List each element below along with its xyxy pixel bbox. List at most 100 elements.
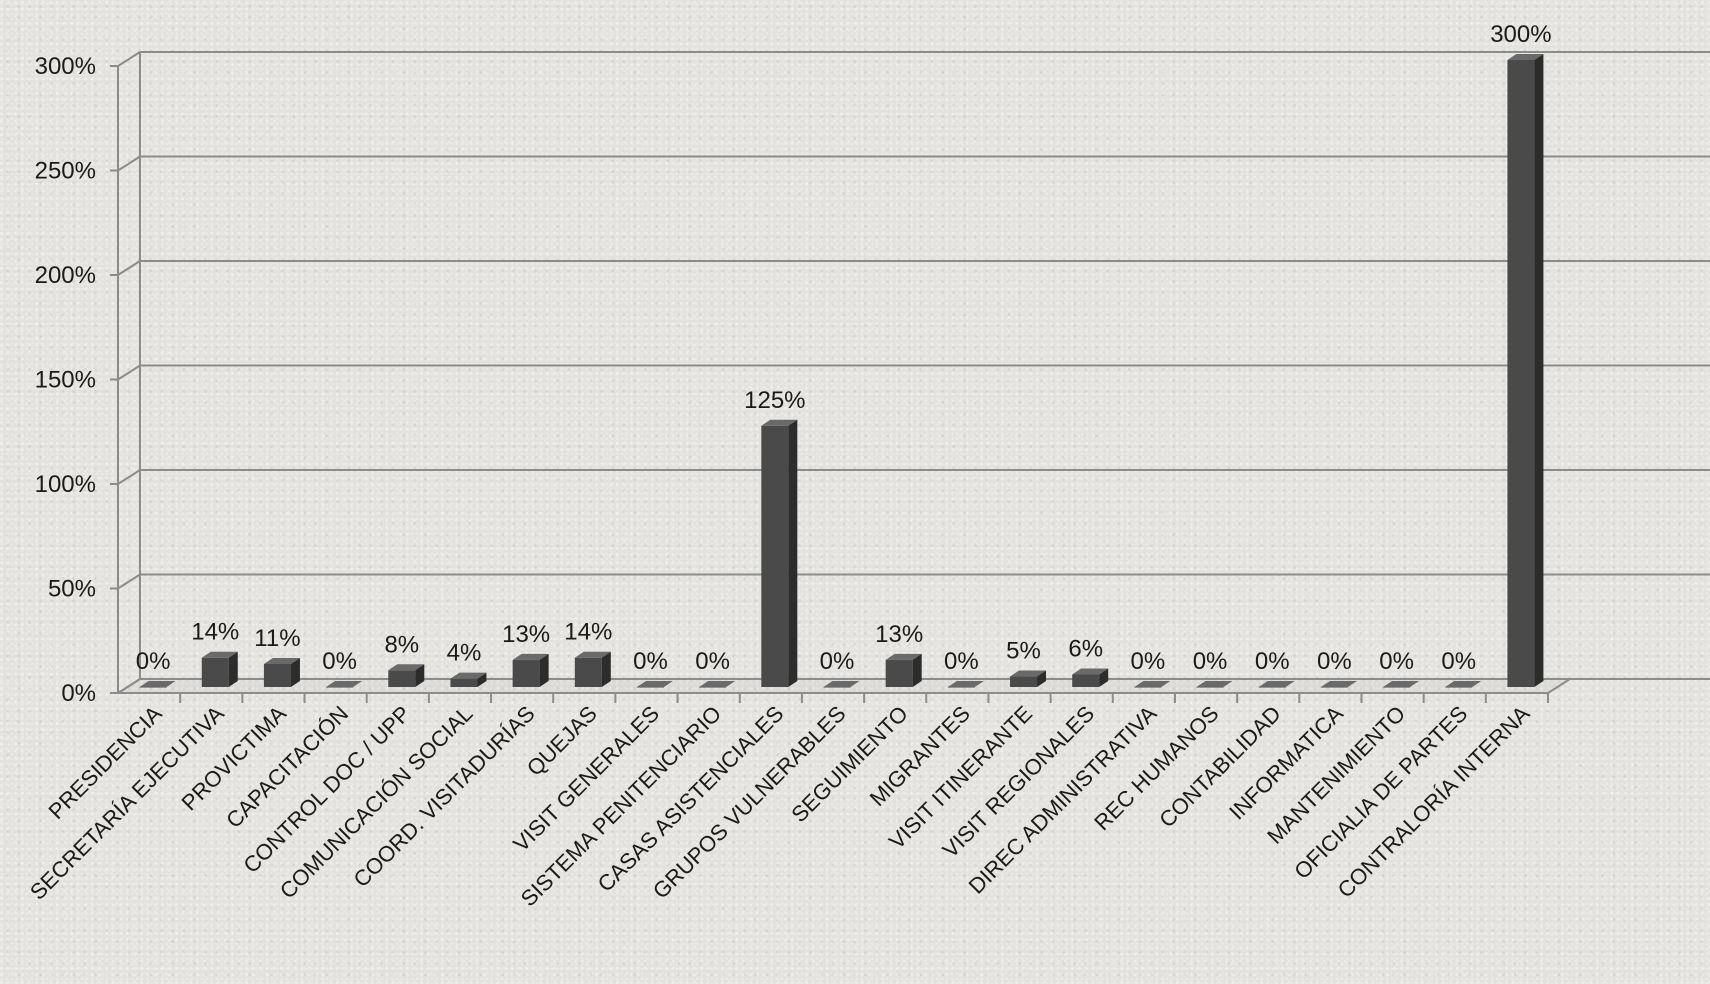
data-label: 0% [1317,648,1352,675]
bar [388,664,425,687]
bar-front [947,687,975,688]
bar [139,681,176,688]
bar-front [1134,687,1162,688]
bar [1445,681,1482,688]
data-label: 8% [384,631,419,658]
bar-side [290,658,300,687]
data-label: 125% [744,387,805,414]
bar-front [450,678,478,687]
bar-top [139,681,176,687]
bar [574,651,611,687]
bar [885,653,922,687]
bar-front [1072,674,1100,687]
bar [512,653,549,687]
bar-top [1445,681,1482,687]
bar-top [761,419,798,426]
axes [110,52,1574,703]
bar-front [1320,687,1348,688]
bar-top [947,681,984,687]
bar [636,681,673,688]
bar [699,681,736,688]
y-tick-labels: 0% 50% 100% 150% 200% 250% 300% [35,53,96,707]
bar-top [201,651,238,658]
bar-front [263,664,291,687]
data-label: 0% [1131,648,1166,675]
y-tick-label: 50% [48,576,96,603]
bar-top [1134,681,1171,687]
bar-side [477,672,487,687]
gridlines [117,51,1710,694]
y-tick-label: 100% [35,471,96,498]
bar [761,419,798,687]
bar-side [1534,54,1544,687]
bar-front [885,659,913,687]
y-tick-label: 300% [35,53,96,80]
y-tick-label: 0% [61,680,96,707]
gridline-side [117,51,141,67]
bar-side [1037,670,1047,687]
bar-top [636,681,673,687]
bar-front [326,687,354,688]
gridline-side [117,469,141,485]
bar-front [1258,687,1286,688]
bar [1010,670,1047,687]
floor [114,678,1574,694]
bar-top [326,681,363,687]
bar [1072,668,1109,687]
bar [1507,54,1544,687]
data-label: 0% [633,648,668,675]
bar-top [1196,681,1233,687]
bar-front [636,687,664,688]
bar [263,658,300,687]
bar-side [912,653,922,687]
data-label: 13% [875,621,923,648]
gridline-side [117,155,141,172]
bar [823,681,860,688]
bar-front [699,687,727,688]
y-tick-label: 200% [35,262,96,289]
bar-top [1320,681,1357,687]
bar-front [761,425,789,687]
data-label: 0% [1379,648,1414,675]
bar [1134,681,1171,688]
data-label: 0% [1255,648,1290,675]
bar-top [450,672,487,679]
bar [1196,681,1233,688]
bar [450,672,487,687]
bar-front [388,670,416,687]
bar-top [574,651,611,658]
bar [1258,681,1295,688]
bar [1383,681,1420,688]
bar-top [388,664,425,671]
bar-side [228,651,238,687]
bar-top [699,681,736,687]
bar-front [201,657,229,687]
bar-front [1507,60,1535,687]
bar-front [574,657,602,687]
bar [947,681,984,688]
data-label: 11% [254,625,300,652]
bar-side [539,653,549,687]
bar-top [1507,54,1544,60]
bar-top [823,681,860,687]
bar-top [1258,681,1295,687]
bar-top [512,653,549,660]
bar-side [1099,668,1109,687]
bar-top [885,653,922,660]
data-label: 0% [322,648,357,675]
bar-side [601,651,611,687]
bar-side [788,419,798,687]
bar-front [1445,687,1473,688]
bar-front [512,659,540,687]
data-label: 13% [502,621,550,648]
y-tick-label: 250% [35,158,96,185]
data-label: 300% [1490,21,1551,48]
bar-front [1010,676,1038,687]
data-label: 14% [564,619,612,646]
data-label: 14% [191,619,239,646]
bar-front [1196,687,1224,688]
data-label: 0% [820,648,855,675]
